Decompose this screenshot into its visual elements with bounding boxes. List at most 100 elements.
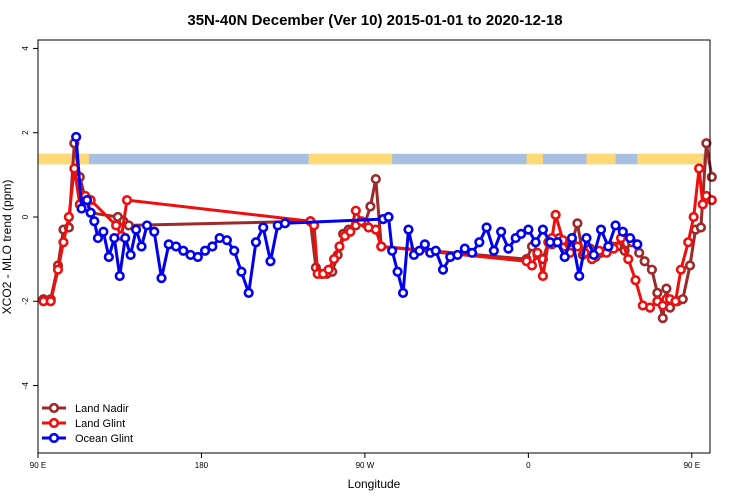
- land-glint-point: [532, 247, 543, 258]
- ocean-glint-point: [474, 237, 485, 248]
- x-tick-label: 0: [526, 461, 531, 470]
- land-glint-point: [694, 163, 705, 174]
- ocean-glint-point: [156, 273, 167, 284]
- ocean-glint-point: [414, 245, 425, 256]
- land-glint-point: [683, 237, 694, 248]
- ocean-glint-point: [595, 224, 607, 235]
- land-glint-point: [334, 241, 345, 252]
- land-nadir-point: [657, 313, 668, 324]
- ocean-glint-point: [236, 266, 247, 277]
- ocean-glint-point: [466, 247, 478, 258]
- land-glint-point: [630, 275, 641, 286]
- x-tick-label: 90 E: [30, 461, 46, 470]
- ocean-glint-point: [279, 218, 291, 229]
- y-tick-label: 0: [21, 214, 30, 219]
- land-glint-point: [45, 296, 56, 307]
- ocean-glint-point: [481, 222, 492, 233]
- y-tick-label: -2: [21, 297, 30, 305]
- ocean-glint-point: [392, 266, 403, 277]
- ocean-glint-point: [229, 245, 240, 256]
- ocean-glint-point: [199, 245, 211, 256]
- ocean-glint-point: [98, 226, 109, 237]
- land-glint-point: [345, 226, 356, 237]
- legend-marker-land-nadir: [48, 402, 60, 414]
- y-axis-label: XCO2 - MLO trend (ppm): [0, 180, 14, 315]
- land-glint-point: [670, 296, 681, 307]
- ocean-glint-point: [559, 251, 570, 263]
- ocean-glint-point: [141, 220, 153, 231]
- ocean-glint-point: [624, 232, 636, 244]
- land-nadir-point: [572, 218, 583, 229]
- ocean-glint-point: [76, 203, 87, 214]
- legend-marker-land-glint: [48, 417, 60, 429]
- ocean-glint-point: [530, 237, 541, 248]
- ocean-glint-point: [192, 251, 203, 263]
- land-glint-point: [688, 211, 699, 223]
- ocean-glint-point: [81, 195, 93, 206]
- ocean-glint-point: [71, 131, 82, 143]
- land-nadir-point: [706, 171, 717, 183]
- land-glint-point: [328, 254, 340, 265]
- ocean-glint-point: [581, 232, 592, 244]
- land-glint-point: [121, 195, 133, 206]
- ocean-glint-point: [459, 243, 470, 254]
- land-glint-point: [675, 264, 687, 275]
- x-tick-label: 90 W: [356, 461, 375, 470]
- land-nadir-point: [646, 264, 657, 275]
- ocean-glint-point: [617, 226, 628, 237]
- land-glint-point: [350, 205, 361, 216]
- land-glint-point: [370, 224, 381, 235]
- land-glint-point: [526, 260, 538, 271]
- legend-label-land-nadir: Land Nadir: [75, 403, 129, 415]
- ocean-glint-point: [588, 249, 599, 261]
- land-glint-point: [323, 264, 334, 275]
- land-glint-point: [537, 270, 549, 282]
- ocean-glint-point: [170, 241, 182, 252]
- ocean-glint-point: [537, 224, 549, 235]
- land-glint-point: [376, 241, 387, 252]
- land-band-segment: [38, 153, 89, 165]
- ocean-glint-point: [136, 241, 147, 252]
- ocean-glint-point: [603, 241, 614, 252]
- land-band-segment: [526, 153, 543, 165]
- ocean-glint-point: [149, 226, 160, 237]
- land-nadir-point: [684, 260, 696, 271]
- land-nadir-point: [370, 173, 381, 185]
- x-axis: 90 E 180 90 W 0 90 E: [30, 453, 700, 470]
- land-band-segment: [308, 153, 393, 165]
- land-ocean-band: [38, 153, 710, 165]
- ocean-glint-point: [207, 241, 218, 252]
- x-axis-label: Longitude: [348, 477, 401, 491]
- land-nadir-point: [652, 287, 663, 298]
- ocean-glint-point: [89, 216, 100, 227]
- ocean-glint-point: [516, 228, 527, 239]
- x-tick-label: 180: [195, 461, 209, 470]
- ocean-glint-point: [250, 237, 262, 248]
- land-glint-point: [110, 220, 122, 231]
- ocean-glint-point: [221, 235, 232, 246]
- ocean-glint-point: [243, 287, 254, 298]
- ocean-glint-point: [419, 239, 430, 250]
- ocean-glint-point: [85, 207, 96, 218]
- land-nadir-point: [634, 247, 645, 258]
- ocean-glint-point: [437, 264, 449, 275]
- ocean-glint-point: [265, 256, 276, 267]
- ocean-glint-point: [397, 287, 409, 298]
- y-axis: 4 2 0 -2 -4: [21, 46, 38, 389]
- ocean-glint-point: [178, 245, 189, 256]
- ocean-glint-point: [610, 220, 621, 231]
- land-glint-point: [644, 302, 656, 313]
- ocean-glint-point: [523, 224, 534, 235]
- land-nadir-point: [661, 283, 672, 294]
- ocean-glint-point: [574, 270, 585, 282]
- ocean-glint-point: [387, 245, 398, 256]
- ocean-glint-point: [130, 224, 142, 235]
- ocean-glint-point: [552, 237, 563, 248]
- plot-frame: [37, 39, 711, 454]
- ocean-glint-point: [496, 226, 507, 237]
- land-glint-point: [623, 254, 634, 265]
- legend-marker-ocean-glint: [48, 432, 60, 444]
- land-glint-point: [706, 195, 717, 206]
